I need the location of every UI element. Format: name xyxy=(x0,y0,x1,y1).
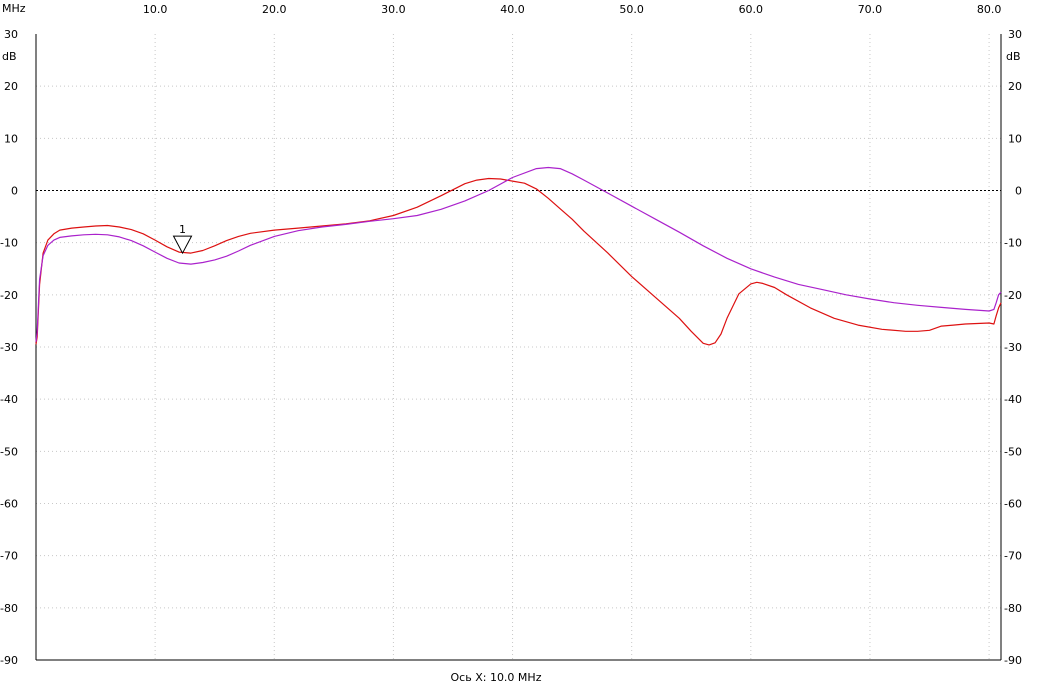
y-tick-label-left: 30 xyxy=(4,28,18,41)
x-tick-label: 10.0 xyxy=(143,3,168,16)
y-tick-label-left: 0 xyxy=(11,185,18,198)
x-tick-label: 80.0 xyxy=(977,3,1002,16)
y-tick-label-left: -80 xyxy=(0,602,18,615)
series-group xyxy=(35,166,1002,346)
y-tick-label-left: -40 xyxy=(0,393,18,406)
x-tick-label: 20.0 xyxy=(262,3,287,16)
grid xyxy=(36,34,1001,660)
marker-triangle[interactable] xyxy=(172,235,193,255)
y-tick-label-left: -50 xyxy=(0,445,18,458)
series-line-2 xyxy=(35,166,1002,342)
y-tick-label-left: -70 xyxy=(0,550,18,563)
y-tick-label-right: 20 xyxy=(1008,80,1022,93)
y-tick-label-right: -30 xyxy=(1004,341,1022,354)
y-tick-label-right: -50 xyxy=(1004,445,1022,458)
x-tick-label: 30.0 xyxy=(381,3,406,16)
x-axis-caption: Ось X: 10.0 MHz xyxy=(451,671,542,684)
x-tick-labels: 10.0 20.0 30.0 40.0 50.0 60.0 70.0 80.0 xyxy=(143,3,1001,16)
series-line-1 xyxy=(35,177,1002,346)
y-tick-label-right: -90 xyxy=(1004,654,1022,667)
y-unit-label-right: dB xyxy=(1006,50,1021,63)
y-tick-label-right: 0 xyxy=(1015,185,1022,198)
y-tick-label-left: -10 xyxy=(0,237,18,250)
y-tick-label-right: 30 xyxy=(1008,28,1022,41)
y-tick-label-left: -30 xyxy=(0,341,18,354)
y-unit-label-left: dB xyxy=(2,50,17,63)
x-tick-label: 40.0 xyxy=(500,3,525,16)
y-tick-label-right: 10 xyxy=(1008,132,1022,145)
y-tick-label-left: 10 xyxy=(4,132,18,145)
y-tick-label-right: -60 xyxy=(1004,498,1022,511)
x-unit-label: MHz xyxy=(2,2,26,15)
y-tick-label-right: -80 xyxy=(1004,602,1022,615)
y-tick-label-right: -20 xyxy=(1004,289,1022,302)
axes xyxy=(35,34,1002,661)
y-tick-label-left: -20 xyxy=(0,289,18,302)
x-tick-label: 60.0 xyxy=(739,3,764,16)
y-tick-label-left: -90 xyxy=(0,654,18,667)
x-tick-label: 50.0 xyxy=(619,3,644,16)
y-tick-labels-left: 30 20 10 0 -10 -20 -30 -40 -50 -60 -70 -80 -90 xyxy=(0,28,18,667)
y-tick-label-right: -40 xyxy=(1004,393,1022,406)
y-tick-label-right: -70 xyxy=(1004,550,1022,563)
x-tick-label: 70.0 xyxy=(858,3,883,16)
marker-1[interactable]: 1 xyxy=(172,223,193,255)
y-tick-label-right: -10 xyxy=(1004,237,1022,250)
y-tick-labels-right: 30 20 10 0 -10 -20 -30 -40 -50 -60 -70 -80 -90 xyxy=(1004,28,1022,667)
y-tick-label-left: 20 xyxy=(4,80,18,93)
marker-label: 1 xyxy=(179,223,186,236)
y-tick-label-left: -60 xyxy=(0,498,18,511)
